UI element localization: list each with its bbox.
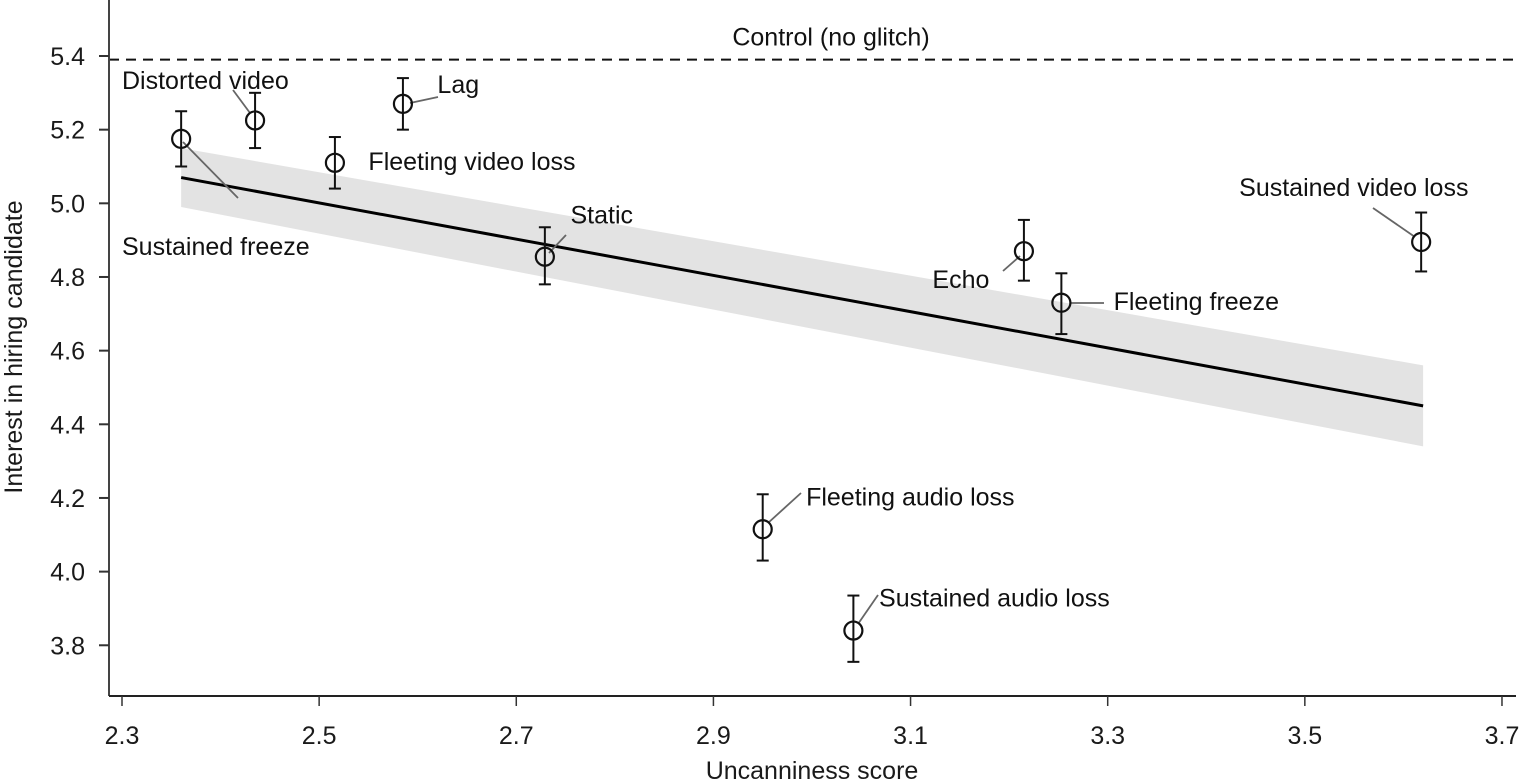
point-marker — [392, 93, 414, 114]
point-marker — [171, 128, 192, 149]
regression-line — [180, 176, 1424, 408]
point-marker — [534, 246, 555, 267]
y-axis-ticks: 3.8 4.0 4.2 4.4 4.6 4.8 5.0 5.2 5.4 — [50, 43, 109, 660]
y-tick-label: 5.0 — [50, 190, 85, 218]
point-marker — [244, 110, 266, 131]
y-tick-label: 3.8 — [50, 632, 85, 660]
data-point — [392, 77, 414, 131]
data-point — [1013, 218, 1035, 282]
point-marker — [1013, 241, 1035, 262]
x-tick-label: 3.1 — [893, 722, 928, 750]
y-tick-label: 5.4 — [50, 43, 85, 71]
y-tick-label: 4.2 — [50, 485, 85, 513]
point-label: Fleeting freeze — [1114, 288, 1279, 316]
x-tick-label: 3.3 — [1090, 722, 1125, 750]
data-point — [1411, 211, 1432, 273]
point-label: Fleeting video loss — [368, 148, 575, 176]
point-marker — [1051, 292, 1072, 313]
leader-line — [232, 89, 251, 114]
leader-line — [409, 96, 439, 104]
leader-line — [1372, 207, 1416, 238]
point-marker — [843, 620, 864, 641]
leader-line — [182, 141, 239, 199]
point-label: Sustained audio loss — [879, 585, 1110, 613]
point-label: Echo — [932, 266, 989, 294]
x-tick-label: 2.9 — [696, 722, 731, 750]
x-axis-title: Uncanniness score — [706, 757, 919, 781]
data-point — [843, 594, 864, 663]
x-tick-label: 2.5 — [302, 722, 337, 750]
point-label: Fleeting audio loss — [806, 483, 1014, 511]
point-label: Sustained freeze — [122, 233, 310, 261]
y-tick-label: 4.6 — [50, 338, 85, 366]
data-point — [244, 91, 266, 150]
point-marker — [324, 152, 346, 173]
control-label: Control (no glitch) — [732, 24, 929, 52]
y-tick-label: 4.8 — [50, 264, 85, 292]
data-point — [171, 110, 192, 168]
point-label: Lag — [437, 71, 479, 99]
leader-line — [767, 492, 802, 524]
data-point — [324, 136, 346, 190]
data-point — [1051, 272, 1072, 336]
fit-line — [180, 176, 1424, 408]
ci-band — [181, 148, 1424, 447]
y-axis-title: Interest in hiring candidate — [0, 200, 28, 493]
y-tick-label: 5.2 — [50, 117, 85, 145]
point-label: Sustained video loss — [1239, 174, 1468, 202]
data-point — [752, 493, 773, 562]
data-point — [534, 226, 555, 286]
leader-line — [857, 594, 879, 625]
control-reference-line: Control (no glitch) — [109, 24, 1516, 61]
x-tick-label: 2.3 — [105, 722, 140, 750]
x-tick-label: 3.5 — [1287, 722, 1322, 750]
y-tick-label: 4.0 — [50, 559, 85, 587]
x-tick-label: 2.7 — [499, 722, 534, 750]
point-label: Distorted video — [122, 67, 289, 95]
x-axis-ticks: 2.3 2.5 2.7 2.9 3.1 3.3 3.5 3.7 — [105, 696, 1520, 750]
y-tick-label: 4.4 — [50, 411, 85, 439]
confidence-band — [181, 148, 1424, 447]
point-marker — [752, 519, 773, 540]
data-points — [171, 77, 1432, 663]
point-marker — [1411, 231, 1432, 253]
point-label: Static — [570, 202, 633, 230]
x-tick-label: 3.7 — [1485, 722, 1520, 750]
point-labels: Sustained freeze Distorted video Fleeting … — [122, 67, 1468, 612]
